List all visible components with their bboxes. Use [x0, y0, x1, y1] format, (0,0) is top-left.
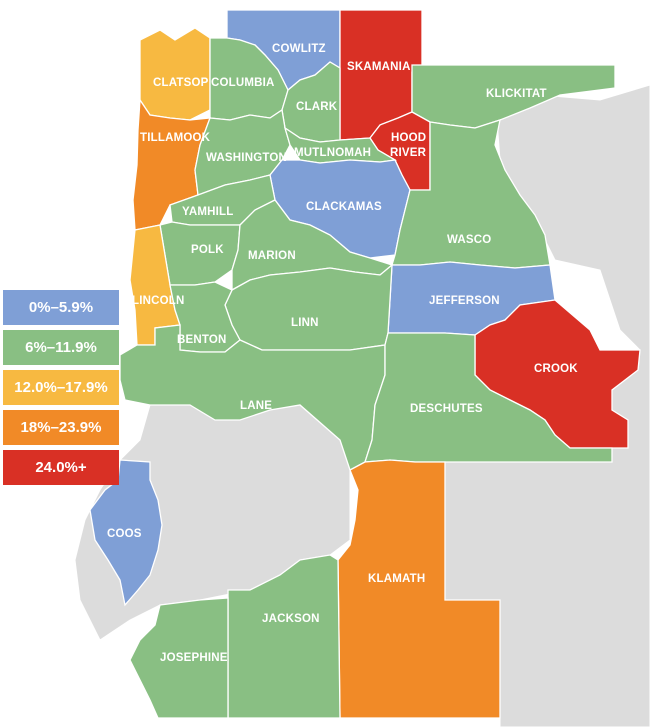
county-deschutes[interactable]	[364, 332, 613, 463]
label-lincoln: LINCOLN	[132, 295, 185, 307]
legend-label: 0%–5.9%	[28, 299, 94, 316]
label-yamhill: YAMHILL	[182, 206, 233, 218]
county-klamath[interactable]	[337, 459, 501, 719]
label-washington: WASHINGTON	[206, 152, 287, 164]
label-skamania: SKAMANIA	[347, 61, 411, 73]
legend-item-yellow: 12.0%–17.9%	[3, 370, 119, 405]
label-clatsop: CLATSOP	[153, 77, 209, 89]
legend: 0%–5.9% 6%–11.9% 12.0%–17.9% 18%–23.9% 2…	[3, 290, 121, 490]
label-linn: LINN	[291, 317, 319, 329]
legend-label: 6%–11.9%	[25, 339, 97, 356]
legend-label: 24.0%+	[35, 459, 87, 476]
label-coos: COOS	[107, 528, 142, 540]
label-hood-river-1: HOOD	[391, 132, 426, 144]
label-jefferson: JEFFERSON	[429, 295, 500, 307]
label-klickitat: KLICKITAT	[486, 88, 547, 100]
label-josephine: JOSEPHINE	[160, 652, 228, 664]
label-lane: LANE	[240, 400, 272, 412]
county-coos[interactable]	[89, 459, 163, 607]
label-klamath: KLAMATH	[368, 573, 425, 585]
label-columbia: COLUMBIA	[211, 77, 275, 89]
county-clatsop[interactable]	[139, 27, 211, 121]
label-benton: BENTON	[177, 334, 227, 346]
legend-item-red: 24.0%+	[3, 450, 119, 485]
county-labels: COWLITZ SKAMANIA CLATSOP COLUMBIA CLARK …	[107, 43, 578, 664]
label-tillamook: TILLAMOOK	[140, 132, 211, 144]
legend-item-blue: 0%–5.9%	[3, 290, 119, 325]
legend-label: 12.0%–17.9%	[14, 379, 108, 396]
label-deschutes: DESCHUTES	[410, 403, 483, 415]
label-polk: POLK	[191, 244, 224, 256]
legend-item-green: 6%–11.9%	[3, 330, 119, 365]
label-cowlitz: COWLITZ	[272, 43, 326, 55]
label-hood-river-2: RIVER	[390, 147, 427, 159]
county-jackson[interactable]	[227, 554, 341, 719]
label-jackson: JACKSON	[262, 613, 320, 625]
county-josephine[interactable]	[129, 597, 229, 719]
legend-label: 18%–23.9%	[20, 419, 102, 436]
label-clark: CLARK	[296, 101, 338, 113]
label-multnomah: MUTLNOMAH	[294, 147, 371, 159]
label-wasco: WASCO	[447, 234, 491, 246]
label-marion: MARION	[248, 250, 296, 262]
label-crook: CROOK	[534, 363, 578, 375]
legend-item-orange: 18%–23.9%	[3, 410, 119, 445]
counties	[89, 9, 641, 719]
label-clackamas: CLACKAMAS	[306, 201, 382, 213]
